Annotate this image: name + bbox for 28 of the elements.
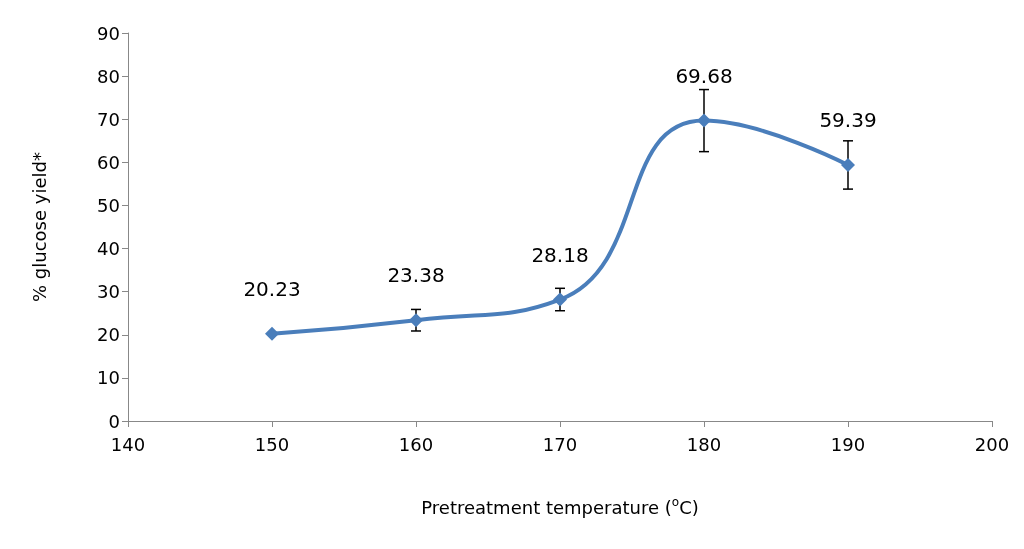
- y-tick-label: 50: [97, 194, 120, 216]
- data-label: 23.38: [387, 263, 445, 288]
- y-tick-label: 20: [97, 324, 120, 346]
- y-tick-label: 70: [97, 108, 120, 130]
- data-label: 28.18: [531, 242, 589, 267]
- y-tick-label: 90: [97, 22, 120, 44]
- y-tick-label: 40: [97, 238, 120, 260]
- x-tick-label: 180: [686, 433, 722, 455]
- point: [409, 313, 423, 328]
- x-tick-label: 190: [830, 433, 866, 455]
- point: [553, 292, 567, 307]
- y-tick-label: 10: [97, 367, 120, 389]
- y-tick-label: 60: [97, 151, 120, 173]
- x-tick-label: 150: [254, 433, 290, 455]
- x-tick-label: 170: [542, 433, 578, 455]
- y-axis-title: % glucose yield*: [28, 152, 50, 302]
- point: [265, 326, 279, 341]
- x-tick-label: 200: [974, 433, 1010, 455]
- y-tick-label: 80: [97, 65, 120, 87]
- data-label: 59.39: [819, 107, 877, 132]
- data-label: 20.23: [243, 276, 301, 301]
- y-tick-label: 0: [108, 410, 120, 432]
- data-label: 69.68: [675, 63, 733, 88]
- y-tick-label: 30: [97, 281, 120, 303]
- x-tick-label: 160: [398, 433, 434, 455]
- point: [697, 113, 711, 128]
- point: [841, 157, 855, 172]
- x-tick-label: 140: [110, 433, 146, 455]
